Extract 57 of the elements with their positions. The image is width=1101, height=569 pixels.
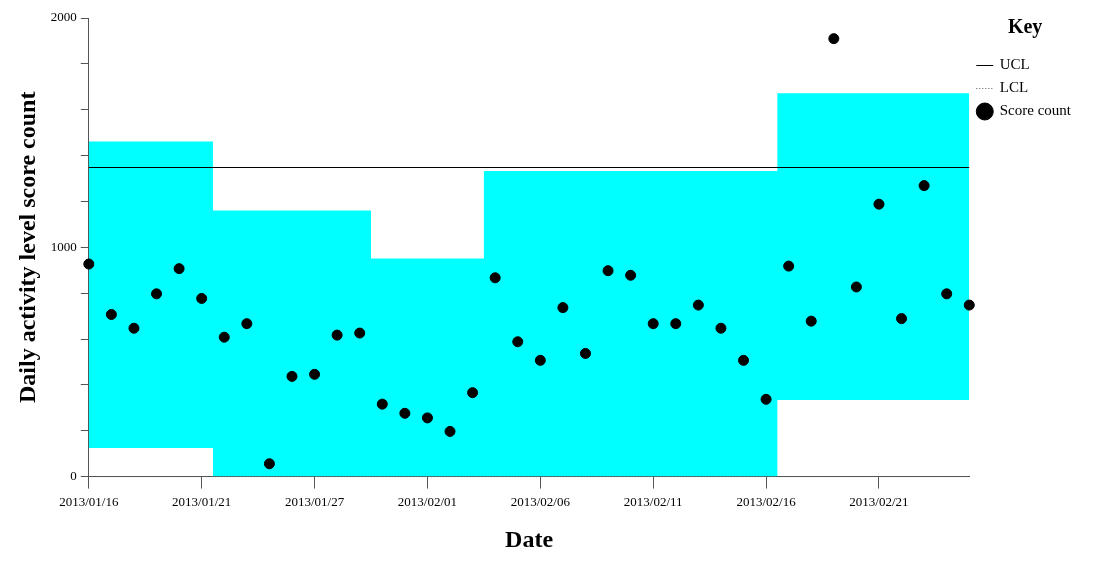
point bbox=[715, 322, 727, 334]
point bbox=[241, 318, 253, 330]
y-tick-label: 2000 bbox=[50, 9, 77, 25]
point bbox=[354, 327, 366, 339]
legend-label: LCL bbox=[999, 79, 1029, 96]
point bbox=[489, 272, 501, 284]
point bbox=[512, 336, 524, 348]
point bbox=[850, 281, 862, 293]
point bbox=[602, 265, 614, 277]
point bbox=[625, 269, 637, 281]
point bbox=[963, 299, 975, 311]
point bbox=[873, 198, 885, 210]
x-tick-label: 2013/01/27 bbox=[284, 493, 345, 509]
point bbox=[83, 258, 95, 270]
x-tick-label: 2013/02/01 bbox=[397, 493, 458, 509]
point bbox=[399, 407, 411, 419]
x-tick-label: 2013/02/21 bbox=[849, 493, 909, 509]
point bbox=[941, 288, 953, 300]
point bbox=[286, 370, 298, 382]
point bbox=[692, 299, 704, 311]
point bbox=[579, 347, 591, 359]
y-tick-label: 1000 bbox=[50, 238, 77, 254]
point bbox=[760, 393, 772, 405]
x-axis-title: Date bbox=[505, 525, 554, 552]
x-tick-label: 2013/01/21 bbox=[172, 493, 232, 509]
x-tick-label: 2013/02/16 bbox=[736, 493, 797, 509]
point bbox=[896, 313, 908, 325]
point bbox=[444, 425, 456, 437]
point bbox=[534, 354, 546, 366]
point bbox=[670, 318, 682, 330]
y-axis-title: Daily activity level score count bbox=[13, 91, 40, 404]
point bbox=[805, 315, 817, 327]
point bbox=[376, 398, 388, 410]
point bbox=[196, 292, 208, 304]
legend-label: UCL bbox=[999, 56, 1030, 73]
point bbox=[647, 318, 659, 330]
point bbox=[151, 288, 163, 300]
x-tick-label: 2013/02/06 bbox=[510, 493, 571, 509]
point bbox=[421, 412, 433, 424]
point bbox=[828, 33, 840, 45]
point bbox=[331, 329, 343, 341]
x-tick-label: 2013/02/11 bbox=[623, 493, 683, 509]
point bbox=[128, 322, 140, 334]
point bbox=[309, 368, 321, 380]
point bbox=[263, 458, 275, 470]
point bbox=[218, 331, 230, 343]
point bbox=[467, 387, 479, 399]
point bbox=[738, 354, 750, 366]
point bbox=[173, 263, 185, 275]
legend-label: Score count bbox=[999, 102, 1072, 119]
x-tick-label: 2013/01/16 bbox=[59, 493, 119, 509]
y-tick-label: 0 bbox=[70, 468, 77, 484]
legend-title: Key bbox=[1007, 15, 1043, 39]
point bbox=[105, 308, 117, 320]
point bbox=[557, 302, 569, 314]
point bbox=[783, 260, 795, 272]
point bbox=[918, 180, 930, 192]
